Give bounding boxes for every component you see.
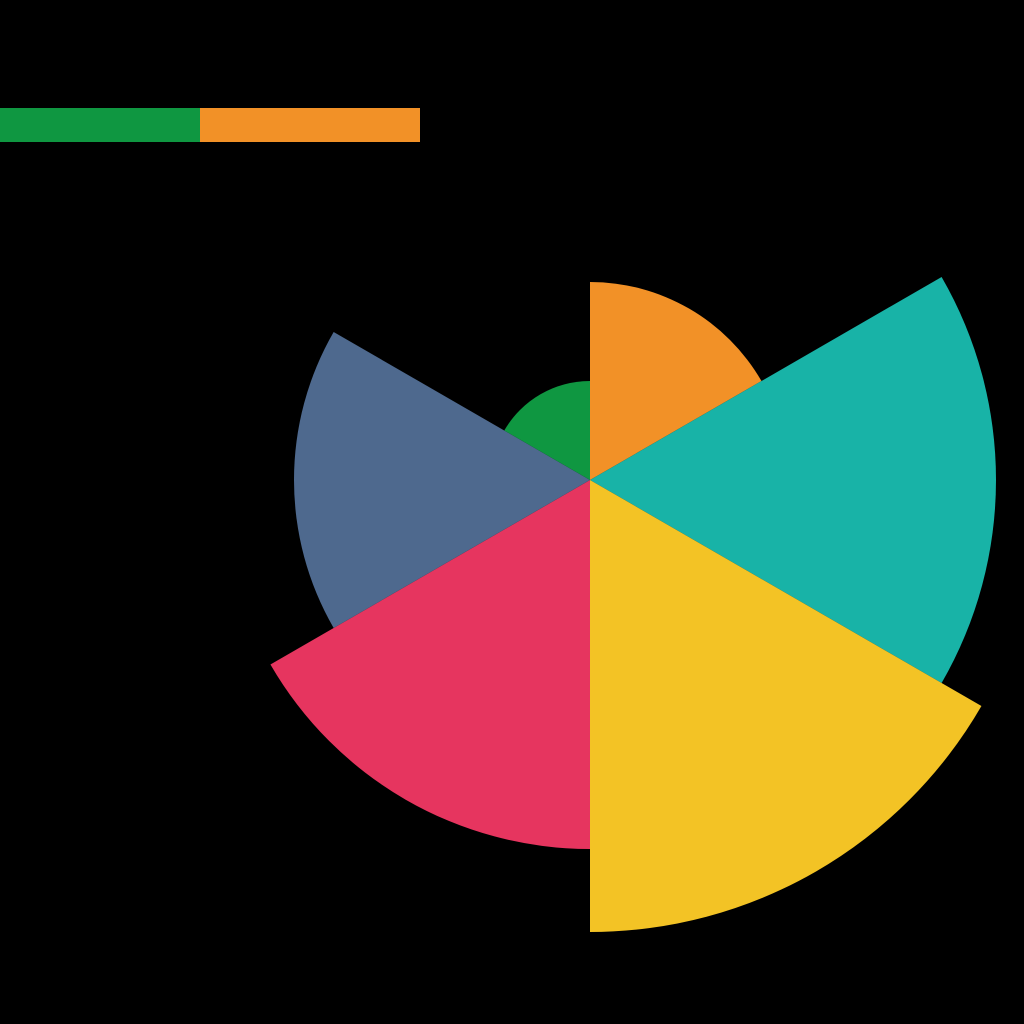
- topbar-segment: [0, 108, 200, 142]
- chart-svg: [0, 0, 1024, 1024]
- polar-area-chart: [0, 0, 1024, 1024]
- topbar-segment: [200, 108, 420, 142]
